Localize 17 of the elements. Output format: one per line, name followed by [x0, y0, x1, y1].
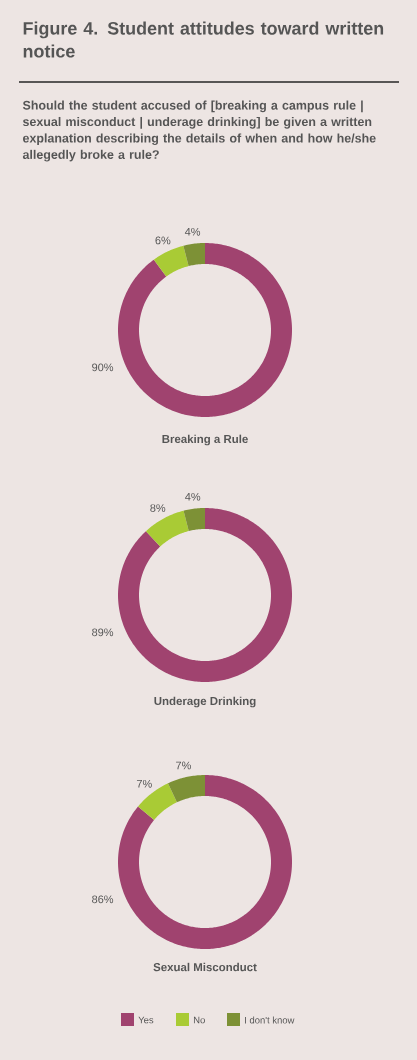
chart-title: Figure 4. Student attitudes toward written notice [23, 21, 384, 58]
text: Underage Drinking [154, 696, 256, 708]
chart-subtitle: Should the student accused of [breaking a campus rule | sexual misconduct | underage drinking] be given a written explanation describing the details of when and how he/she allegedly broke a rule? [22, 100, 376, 162]
legend-label: Yes [138, 1016, 154, 1024]
data-label: 89% [92, 628, 114, 637]
text: Breaking a Rule [162, 434, 248, 446]
data-label: 8% [150, 504, 166, 512]
data-label: 4% [185, 492, 201, 501]
data-label: 86% [92, 895, 114, 904]
data-label: 6% [155, 236, 171, 245]
data-label: 7% [176, 761, 191, 770]
data-label: 4% [184, 227, 201, 236]
text: Sexual Misconduct [153, 962, 257, 972]
legend-label: I don't know [245, 1016, 295, 1024]
legend-label: No [193, 1016, 205, 1024]
data-label: 7% [136, 779, 152, 788]
data-label: 90% [92, 363, 114, 372]
